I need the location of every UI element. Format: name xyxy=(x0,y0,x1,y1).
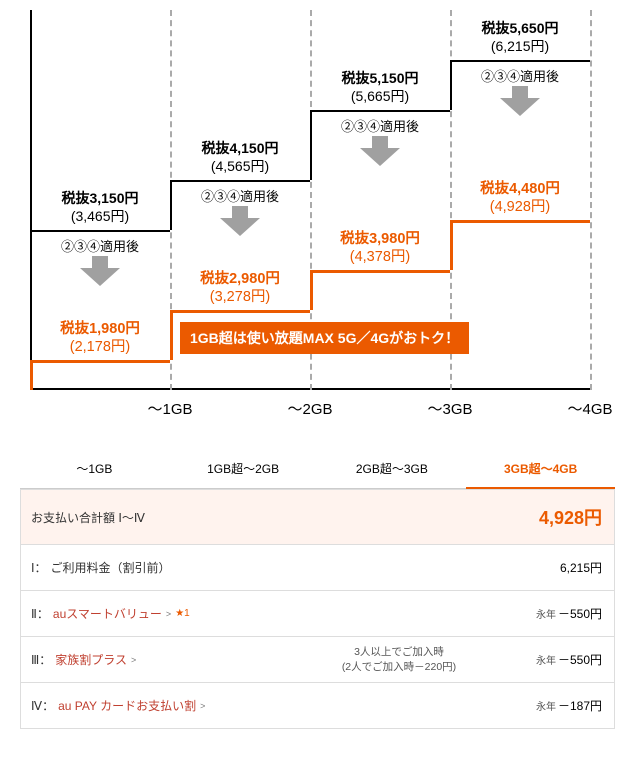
price-after-label: 税抜4,480円(4,928円) xyxy=(450,180,590,216)
row-label[interactable]: Ⅱ：auスマートバリュー>★1 xyxy=(21,591,314,636)
applied-after-label: ②③④適用後 xyxy=(170,186,310,205)
price-after-label: 税抜2,980円(3,278円) xyxy=(170,270,310,306)
row-note xyxy=(314,683,484,728)
promo-banner: 1GB超は使い放題MAX 5G／4Gがおトク！ xyxy=(180,322,469,354)
footnote-star-icon: ★1 xyxy=(175,608,190,619)
tab-data-range[interactable]: 3GB超〜4GB xyxy=(466,450,615,489)
chevron-right-icon: > xyxy=(166,609,171,619)
row-note xyxy=(314,591,484,636)
price-before-label: 税抜5,150円(5,665円) xyxy=(310,70,450,105)
row-label: Ⅰ：ご利用料金（割引前） xyxy=(21,545,314,590)
tab-data-range[interactable]: 〜1GB xyxy=(20,450,169,489)
price-before-label: 税抜4,150円(4,565円) xyxy=(170,140,310,175)
step-orange xyxy=(30,360,170,390)
chevron-right-icon: > xyxy=(131,655,136,665)
price-after-label: 税抜1,980円(2,178円) xyxy=(30,320,170,356)
row-note: 3人以上でご加入時(2人でご加入時－220円) xyxy=(314,637,484,682)
row-label[interactable]: Ⅲ：家族割プラス> xyxy=(21,637,314,682)
applied-after-label: ②③④適用後 xyxy=(310,116,450,135)
applied-after-label: ②③④適用後 xyxy=(450,66,590,85)
row-value: 永年－187円 xyxy=(484,683,614,728)
applied-after-label: ②③④適用後 xyxy=(30,236,170,255)
total-label: お支払い合計額 Ⅰ〜Ⅳ xyxy=(21,490,314,544)
gridline xyxy=(590,10,592,390)
table-row: Ⅰ：ご利用料金（割引前） 6,215円 xyxy=(21,544,614,590)
x-tick-label: 〜2GB xyxy=(240,398,380,419)
total-row: お支払い合計額 Ⅰ〜Ⅳ 4,928円 xyxy=(21,489,614,544)
row-note xyxy=(314,545,484,590)
x-tick-label: 〜4GB xyxy=(520,398,635,419)
step-orange xyxy=(310,270,450,310)
table-row: Ⅲ：家族割プラス>3人以上でご加入時(2人でご加入時－220円)永年－550円 xyxy=(21,636,614,682)
data-range-tabs: 〜1GB1GB超〜2GB2GB超〜3GB3GB超〜4GB xyxy=(20,450,615,489)
arrow-down-icon xyxy=(450,84,590,118)
row-value: 永年－550円 xyxy=(484,591,614,636)
pricing-step-chart: 〜1GB〜2GB〜3GB〜4GB税抜3,150円(3,465円)税抜4,150円… xyxy=(30,10,625,430)
price-after-label: 税抜3,980円(4,378円) xyxy=(310,230,450,266)
price-breakdown-table: お支払い合計額 Ⅰ〜Ⅳ4,928円Ⅰ：ご利用料金（割引前）6,215円Ⅱ：auス… xyxy=(20,489,615,729)
arrow-down-icon xyxy=(170,204,310,238)
table-row: Ⅳ：au PAY カードお支払い割> 永年－187円 xyxy=(21,682,614,728)
arrow-down-icon xyxy=(310,134,450,168)
row-label[interactable]: Ⅳ：au PAY カードお支払い割> xyxy=(21,683,314,728)
price-before-label: 税抜3,150円(3,465円) xyxy=(30,190,170,225)
tab-data-range[interactable]: 1GB超〜2GB xyxy=(169,450,318,489)
x-tick-label: 〜1GB xyxy=(100,398,240,419)
arrow-down-icon xyxy=(30,254,170,288)
x-tick-label: 〜3GB xyxy=(380,398,520,419)
tab-data-range[interactable]: 2GB超〜3GB xyxy=(318,450,467,489)
chevron-right-icon: > xyxy=(200,701,205,711)
total-value: 4,928円 xyxy=(484,490,614,544)
price-before-label: 税抜5,650円(6,215円) xyxy=(450,20,590,55)
row-value: 永年－550円 xyxy=(484,637,614,682)
row-value: 6,215円 xyxy=(484,545,614,590)
step-orange xyxy=(450,220,590,270)
table-row: Ⅱ：auスマートバリュー>★1永年－550円 xyxy=(21,590,614,636)
